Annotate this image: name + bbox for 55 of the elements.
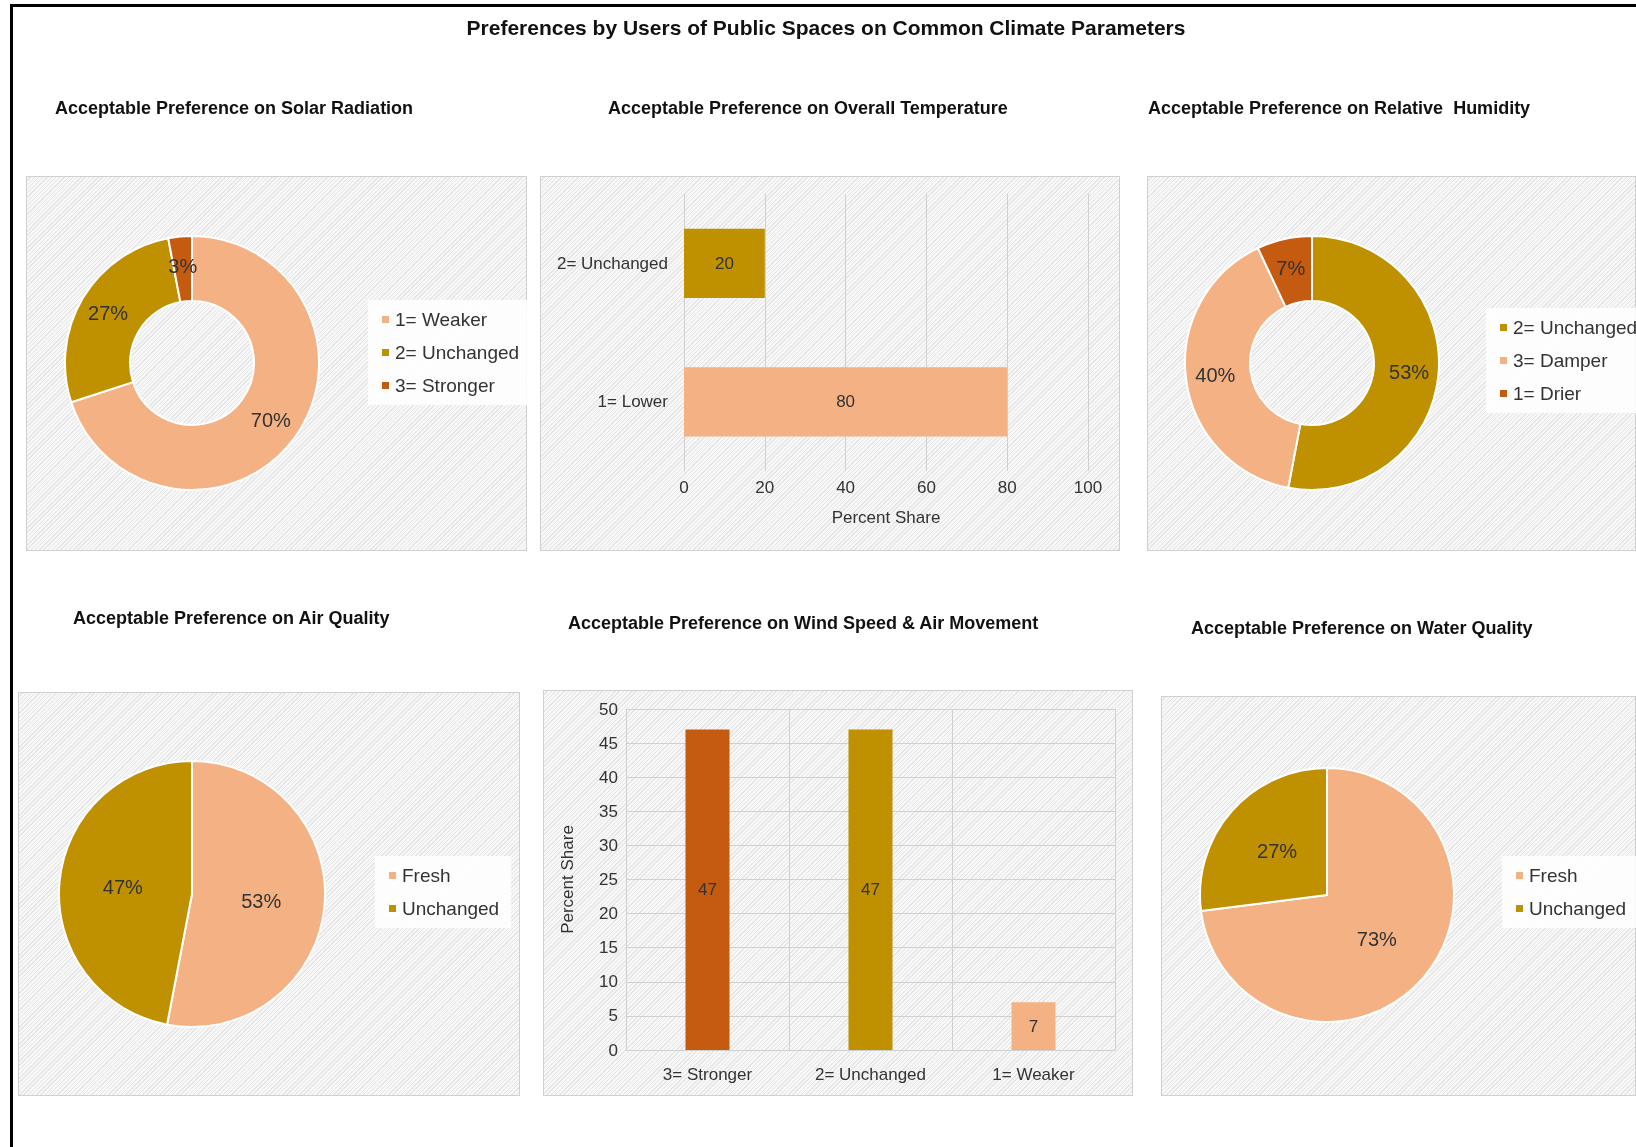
data-label: 20 bbox=[714, 253, 734, 273]
y-tick-label: 5 bbox=[608, 1006, 618, 1026]
x-tick-label: 100 bbox=[1073, 478, 1103, 497]
text: Preferences by Users of Public Spaces on Common Climate Parameters bbox=[466, 16, 1186, 39]
x-tick-label: 60 bbox=[916, 478, 936, 497]
y-tick-label: 2= Unchanged bbox=[556, 253, 668, 273]
legend-label: 1= Drier bbox=[1513, 383, 1582, 404]
data-label: 53% bbox=[241, 889, 282, 912]
chart-title: Acceptable Preference on Wind Speed & Air Movement bbox=[568, 613, 1039, 633]
data-label: 73% bbox=[1356, 927, 1398, 950]
legend-label: 1= Weaker bbox=[395, 309, 488, 330]
x-tick-label: 1= Weaker bbox=[992, 1065, 1076, 1084]
y-tick-label: 35 bbox=[599, 801, 618, 821]
data-label: 47 bbox=[861, 880, 880, 900]
legend-label: Fresh bbox=[1529, 865, 1578, 886]
legend-label: 2= Unchanged bbox=[395, 342, 520, 363]
x-tick-label: 0 bbox=[679, 478, 689, 497]
chart-title: Acceptable Preference on Water Quality bbox=[1191, 618, 1533, 638]
y-tick-label: 30 bbox=[599, 835, 618, 855]
legend-label: 3= Damper bbox=[1513, 350, 1609, 371]
y-tick-label: 25 bbox=[599, 870, 618, 889]
data-label: 47 bbox=[698, 880, 717, 900]
data-label: 27% bbox=[88, 302, 129, 325]
y-tick-label: 20 bbox=[599, 904, 618, 924]
chart-title: Acceptable Preference on Overall Temperature bbox=[608, 98, 1008, 118]
x-tick-label: 80 bbox=[997, 478, 1017, 497]
data-label: 53% bbox=[1389, 361, 1430, 384]
data-label: 47% bbox=[102, 876, 144, 899]
chart-title: Acceptable Preference on Solar Radiation bbox=[55, 98, 414, 118]
y-tick-label: 1= Lower bbox=[597, 392, 669, 412]
y-tick-label: 10 bbox=[599, 972, 618, 992]
data-label: 40% bbox=[1195, 364, 1236, 387]
legend-label: Fresh bbox=[402, 865, 451, 886]
x-tick-label: 20 bbox=[755, 478, 775, 497]
legend-label: 3= Stronger bbox=[395, 375, 496, 396]
x-axis-title: Percent Share bbox=[831, 508, 941, 527]
x-tick-label: 2= Unchanged bbox=[814, 1065, 927, 1084]
y-tick-label: 50 bbox=[599, 699, 618, 719]
x-tick-label: 3= Stronger bbox=[662, 1065, 753, 1084]
legend-label: Unchanged bbox=[1529, 898, 1627, 919]
y-axis-title: Percent Share bbox=[558, 825, 577, 934]
data-label: 7 bbox=[1028, 1016, 1039, 1036]
legend-label: 2= Unchanged bbox=[1513, 317, 1636, 338]
y-tick-label: 15 bbox=[599, 938, 618, 958]
legend-label: Unchanged bbox=[402, 898, 500, 919]
data-label: 70% bbox=[250, 409, 292, 432]
data-label: 7% bbox=[1276, 256, 1306, 279]
x-tick-label: 40 bbox=[836, 478, 856, 497]
chart-title: Acceptable Preference on Air Quality bbox=[73, 608, 390, 628]
y-tick-label: 40 bbox=[599, 767, 618, 787]
data-label: 80 bbox=[836, 392, 856, 412]
data-label: 27% bbox=[1257, 840, 1298, 863]
chart-title: Acceptable Preference on Relative Humidity bbox=[1148, 98, 1531, 118]
y-tick-label: 45 bbox=[599, 733, 618, 753]
y-tick-label: 0 bbox=[608, 1040, 618, 1060]
